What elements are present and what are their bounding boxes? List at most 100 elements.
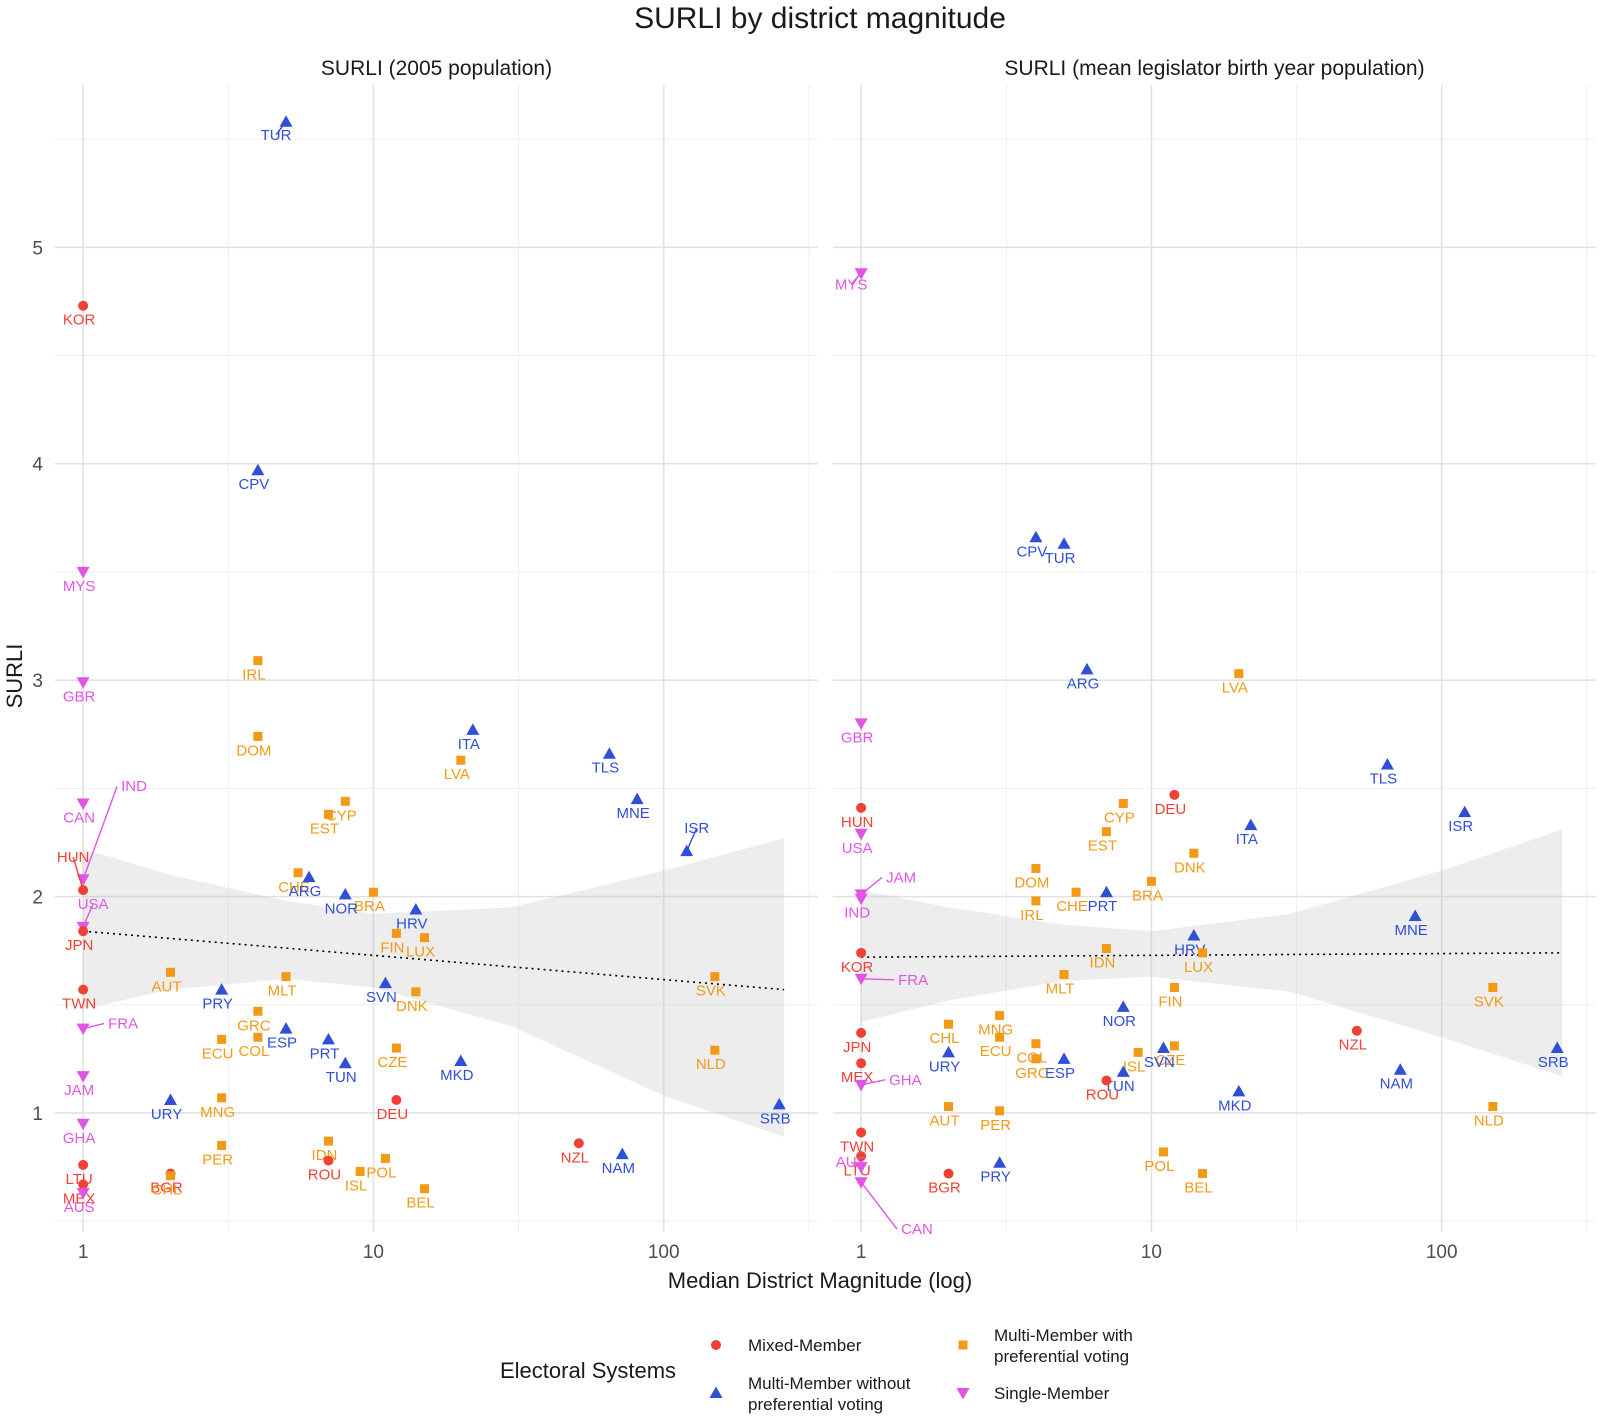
data-point: [995, 1032, 1005, 1042]
data-point: [253, 731, 263, 741]
data-point: [1169, 982, 1179, 992]
point-label: BGR: [150, 1180, 183, 1197]
point-label: BEL: [406, 1195, 434, 1212]
point-label: JAM: [886, 869, 916, 886]
point-label: USA: [78, 896, 109, 913]
point-label: MEX: [63, 1190, 96, 1207]
point-label: CHE: [1056, 898, 1088, 915]
data-point: [772, 1097, 786, 1110]
label-leader-line: [82, 1022, 105, 1030]
data-point: [710, 972, 720, 982]
point-label: SRB: [760, 1110, 791, 1127]
point-label: NAM: [1380, 1076, 1413, 1093]
point-label: ESP: [267, 1035, 297, 1052]
data-point: [1133, 1047, 1143, 1057]
point-label: POL: [366, 1164, 396, 1181]
y-tick-label: 2: [32, 888, 43, 909]
point-label: KOR: [63, 312, 96, 329]
point-label: NOR: [325, 900, 359, 917]
data-point: [76, 1118, 90, 1131]
data-point: [1116, 1065, 1130, 1077]
point-label: MKD: [1218, 1097, 1252, 1114]
point-label: MYS: [835, 276, 868, 293]
point-label: LVA: [1222, 680, 1248, 697]
data-point: [1146, 876, 1156, 886]
point-label: BEL: [1184, 1180, 1212, 1197]
point-label: TLS: [1370, 771, 1398, 788]
data-point: [1118, 798, 1128, 808]
point-label: MLT: [1046, 980, 1075, 997]
panel-2: SURLI (mean legislator birth year popula…: [833, 57, 1596, 1263]
panel-1: SURLI (2005 population) TUR KOR CPV MYS IRL GB…: [32, 57, 818, 1263]
data-point: [854, 973, 868, 986]
data-point: [1488, 1101, 1498, 1111]
point-label: TUR: [1045, 550, 1076, 567]
point-label: ECU: [202, 1045, 234, 1062]
legend-label: Single-Member: [994, 1384, 1110, 1403]
data-point: [856, 1151, 867, 1162]
point-label: BRA: [354, 898, 385, 915]
point-label: SVN: [1144, 1054, 1175, 1071]
data-point: [856, 1127, 867, 1138]
data-point: [323, 809, 333, 819]
point-label: FRA: [108, 1016, 138, 1033]
data-point: [78, 984, 89, 995]
data-point: [251, 463, 265, 476]
point-label: CHL: [930, 1030, 960, 1047]
point-label: CYP: [326, 807, 357, 824]
point-label: LVA: [444, 766, 470, 783]
point-label: IDN: [1090, 954, 1116, 971]
point-label: GHA: [63, 1130, 96, 1147]
data-point: [323, 1136, 333, 1146]
data-point: [378, 976, 392, 989]
point-label: MNG: [978, 1022, 1013, 1039]
data-point: [279, 1022, 293, 1034]
point-label: MYS: [63, 578, 96, 595]
point-label: ROU: [1086, 1087, 1119, 1104]
point-label: ROU: [308, 1167, 341, 1184]
point-label: DEU: [377, 1106, 409, 1123]
data-point: [942, 1045, 956, 1058]
panel-strip-title: SURLI (2005 population): [321, 57, 552, 80]
point-label: CAN: [901, 1221, 933, 1238]
data-point: [944, 1101, 954, 1111]
data-point: [340, 796, 350, 806]
point-label: TUN: [326, 1069, 357, 1086]
point-label: TUR: [261, 127, 292, 144]
legend-label: preferential voting: [748, 1395, 883, 1414]
data-point: [1101, 943, 1111, 953]
data-point: [78, 1179, 89, 1190]
point-label: PRT: [310, 1045, 340, 1062]
point-label: ISL: [345, 1177, 368, 1194]
x-tick-label: 1: [856, 1242, 867, 1263]
point-label: JAM: [64, 1082, 94, 1099]
data-point: [293, 868, 303, 878]
data-point: [338, 1056, 352, 1069]
data-point: [602, 747, 616, 759]
y-tick-label: 1: [32, 1104, 43, 1125]
legend-label: Multi-Member without: [748, 1374, 911, 1393]
data-point: [1244, 818, 1258, 831]
data-point: [166, 1171, 176, 1181]
data-point: [573, 1138, 584, 1149]
data-point: [1031, 1054, 1041, 1064]
confidence-ribbon: [83, 838, 785, 1137]
label-leader-line: [861, 978, 895, 981]
x-tick-label: 100: [648, 1242, 680, 1263]
data-point: [856, 947, 867, 958]
data-point: [166, 967, 176, 977]
label-leader-line: [850, 1161, 862, 1168]
point-label: TWN: [62, 996, 96, 1013]
data-point: [856, 1058, 867, 1069]
data-point: [1351, 1025, 1362, 1036]
data-point: [217, 1093, 227, 1103]
data-point: [854, 1079, 868, 1092]
point-label: CYP: [1104, 809, 1135, 826]
label-leader-line: [860, 1181, 898, 1230]
point-label: CPV: [1016, 543, 1047, 560]
data-point: [411, 987, 421, 997]
panel-strip-title: SURLI (mean legislator birth year popula…: [1004, 57, 1424, 80]
data-point: [1232, 1084, 1246, 1097]
y-axis-title: SURLI: [2, 644, 27, 709]
point-label: NZL: [561, 1149, 589, 1166]
